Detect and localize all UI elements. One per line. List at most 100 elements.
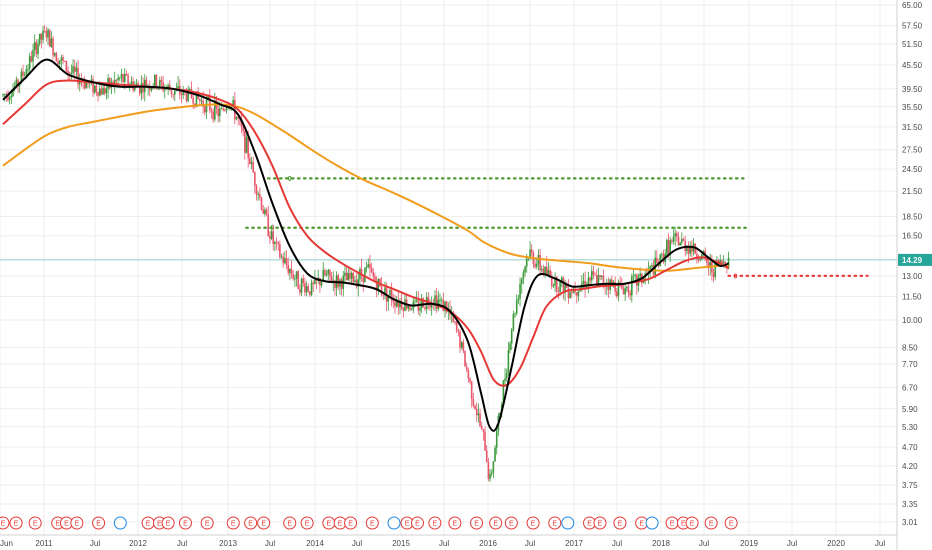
candle-body — [617, 282, 620, 297]
earnings-event[interactable] — [113, 516, 127, 530]
candle-body — [430, 302, 433, 308]
time-axis[interactable]: Jun 2011 Jul 2012 Jul 2013 Jul 2014 Jul 2015 Jul 20… — [0, 539, 885, 548]
candle-body — [409, 306, 411, 310]
candle-body — [464, 350, 466, 367]
candle-body — [535, 264, 538, 267]
x-tick-label: 2019 — [740, 539, 758, 548]
candle-body — [160, 80, 163, 83]
earnings-event[interactable]: E — [92, 516, 106, 530]
event-label: E — [618, 521, 623, 528]
x-tick-label: Jul — [265, 539, 275, 548]
earnings-event[interactable]: E — [244, 516, 258, 530]
earnings-event[interactable] — [561, 516, 575, 530]
candle-body — [691, 246, 693, 252]
earnings-event[interactable]: E — [724, 516, 738, 530]
candle-body — [590, 271, 593, 281]
candle-body — [212, 111, 214, 120]
event-circle — [344, 516, 358, 530]
candle-body — [62, 57, 64, 61]
candle-body — [460, 342, 463, 348]
event-circle — [92, 516, 106, 530]
earnings-event[interactable]: E — [283, 516, 297, 530]
candle-body — [672, 236, 675, 242]
candle-body — [616, 291, 618, 297]
candle-body — [669, 240, 671, 256]
candle-body — [394, 302, 396, 307]
candle-body — [472, 399, 475, 406]
earnings-event[interactable]: E — [613, 516, 627, 530]
earnings-event[interactable]: E — [704, 516, 718, 530]
earnings-event[interactable]: E — [504, 516, 518, 530]
earnings-event[interactable]: E — [470, 516, 484, 530]
candle-body — [289, 268, 291, 273]
earnings-event[interactable]: E — [665, 516, 679, 530]
candle-body — [649, 266, 651, 270]
candle-body — [387, 294, 390, 302]
earnings-event[interactable] — [645, 516, 659, 530]
candle-body — [462, 342, 465, 351]
candle-body — [379, 278, 381, 287]
earnings-event[interactable]: E — [685, 516, 699, 530]
earnings-event[interactable]: E — [448, 516, 462, 530]
earnings-event[interactable]: E — [70, 516, 84, 530]
event-circle — [113, 516, 127, 530]
candle-body — [135, 83, 138, 86]
earnings-event[interactable]: E — [365, 516, 379, 530]
candle-body — [505, 372, 508, 379]
earnings-event[interactable]: E — [428, 516, 442, 530]
x-tick-label: Jul — [612, 539, 622, 548]
candle-body — [65, 61, 68, 71]
candle-body — [319, 278, 321, 286]
candle-body — [148, 86, 151, 91]
candle-body — [100, 88, 103, 95]
candle-body — [550, 276, 553, 287]
earnings-event[interactable]: E — [9, 516, 23, 530]
event-circle — [428, 516, 442, 530]
earnings-event[interactable]: E — [593, 516, 607, 530]
candle-body — [647, 269, 650, 274]
event-label: E — [287, 521, 292, 528]
earnings-event[interactable]: E — [300, 516, 314, 530]
earnings-event[interactable]: E — [161, 516, 175, 530]
candle-body — [706, 256, 708, 263]
earnings-event[interactable]: E — [344, 516, 358, 530]
earnings-event[interactable]: E — [59, 516, 73, 530]
candle-body — [619, 282, 621, 284]
candle-body — [272, 231, 275, 244]
candle-body — [592, 271, 595, 275]
candle-body — [677, 236, 680, 246]
candle-body — [445, 301, 448, 312]
earnings-event[interactable]: E — [526, 516, 540, 530]
earnings-event[interactable]: E — [257, 516, 271, 530]
event-circle — [613, 516, 627, 530]
earnings-event[interactable]: E — [226, 516, 240, 530]
earnings-event[interactable]: E — [178, 516, 192, 530]
earnings-event[interactable] — [387, 516, 401, 530]
candle-body — [667, 239, 670, 256]
event-label: E — [183, 521, 188, 528]
candle-body — [707, 262, 710, 268]
earnings-event[interactable]: E — [548, 516, 562, 530]
earnings-event[interactable]: E — [489, 516, 503, 530]
earnings-event[interactable]: E — [28, 516, 42, 530]
candle-body — [269, 236, 271, 239]
candle-body — [127, 75, 129, 86]
candle-body — [210, 110, 213, 112]
price-axis[interactable]: 65.00 57.50 51.50 45.50 39.50 35.50 31.50 27.50… — [902, 1, 923, 527]
candle-body — [75, 67, 78, 72]
candle-body — [402, 308, 405, 311]
candle-body — [614, 282, 616, 292]
candle-body — [540, 268, 543, 271]
candle-body — [235, 116, 238, 120]
y-tick-label: 57.50 — [902, 22, 923, 31]
earnings-event[interactable]: E — [141, 516, 155, 530]
candle-body — [467, 369, 470, 379]
earnings-event[interactable]: E — [200, 516, 214, 530]
earnings-event[interactable]: E — [0, 516, 10, 530]
candle-body — [37, 43, 39, 55]
x-tick-label: 2020 — [827, 539, 845, 548]
earnings-event[interactable]: E — [322, 516, 336, 530]
event-circle — [561, 516, 575, 530]
earnings-event[interactable]: E — [410, 516, 424, 530]
